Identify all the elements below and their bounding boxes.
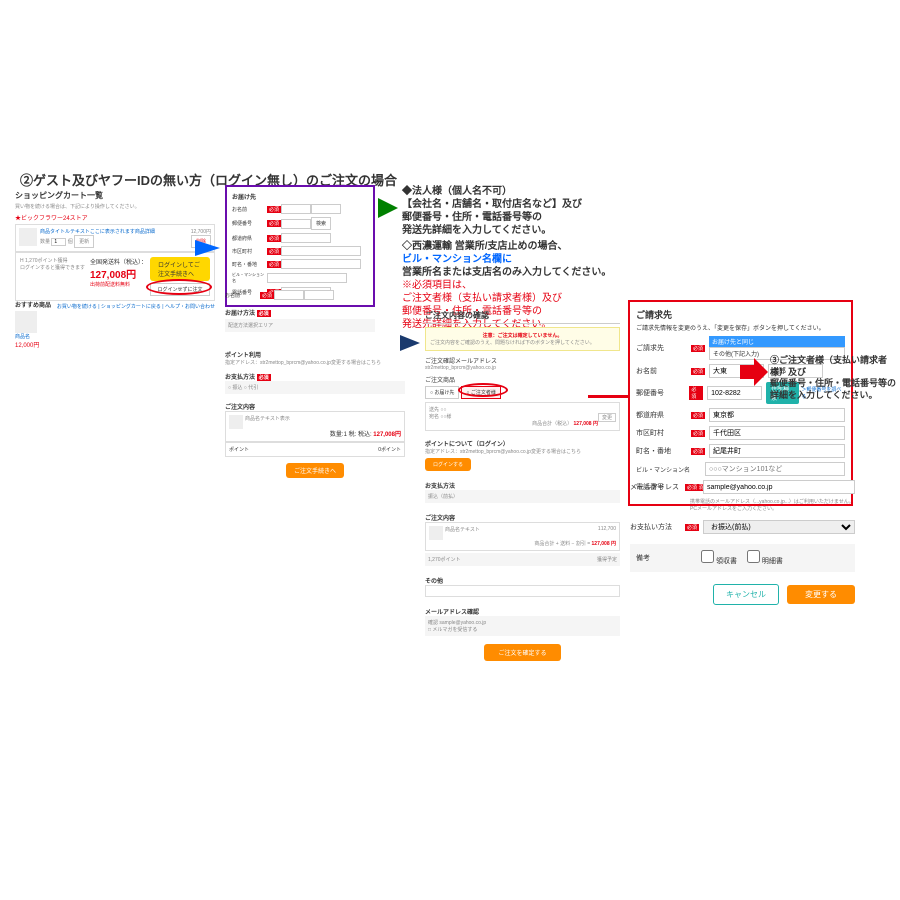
arrow-navy <box>400 335 420 351</box>
rec-thumb <box>15 311 37 333</box>
billing-extra: メールアドレス必須 携帯電話のメールアドレス（...yahoo.co.jp...… <box>630 480 855 605</box>
cart-price: 127,008円 <box>90 266 150 281</box>
lbl-billsel: ご請求先 <box>636 343 691 353</box>
order-details-mid: ポイント利用 指定アドレス：str2mettop_bprcm@yahoo.co.… <box>225 350 405 478</box>
inp-firstname[interactable] <box>311 204 341 214</box>
recommend-heading: おすすめ商品 <box>15 300 75 309</box>
confirm-heading: ご注文内容の確認 <box>425 310 620 324</box>
submit-btn[interactable]: 変更する <box>787 585 855 604</box>
lbl-payment: お支払い方法 <box>630 522 685 532</box>
inp-bpref[interactable] <box>709 408 845 422</box>
form-continuation: お名前必須 お届け方法 必須 配送方法選択エリア <box>225 290 375 332</box>
deliver-label: ご注文商品 <box>425 375 620 384</box>
lbl-bcity: 市区町村 <box>636 428 691 438</box>
lbl-bpref: 都道府県 <box>636 410 691 420</box>
arrow-cart-to-form <box>195 240 220 256</box>
inp-bpostal[interactable] <box>707 386 762 400</box>
arrow-red-big <box>740 358 768 386</box>
price-label: 全国発送料（税込）： <box>90 257 150 266</box>
opt-same[interactable]: お届け先と同じ <box>709 336 845 347</box>
postal-search[interactable]: 検索 <box>311 217 331 230</box>
order-thumb <box>229 415 243 429</box>
cart-heading: ショッピングカート一覧 <box>15 190 215 201</box>
confirm-order-btn[interactable]: ご注文を確定する <box>484 644 560 661</box>
confirm-btn-1[interactable]: ご注文手続きへ <box>286 463 344 478</box>
lbl-bname: お名前 <box>636 366 691 376</box>
rec-price: 12,000円 <box>15 340 75 349</box>
recommend-panel: おすすめ商品 商品名 12,000円 <box>15 300 75 349</box>
lbl-city: 市区町村 <box>232 248 267 255</box>
inp-postal[interactable] <box>281 219 311 229</box>
chk-detail[interactable]: 明細書 <box>747 550 783 566</box>
inp-addr[interactable] <box>281 259 361 269</box>
lbl-postal: 郵便番号 <box>232 220 267 227</box>
item-name[interactable]: 商品タイトルテキストここに表示されます商品詳細 <box>40 228 191 235</box>
store-badge: ★ビックフラワー24ストア <box>15 213 215 222</box>
login-btn-2[interactable]: ログインする <box>425 458 471 471</box>
annotation-1: ◆法人様（個人名不可） 【会社名・店舗名・取付店名など】及び 郵便番号・住所・電… <box>402 185 602 237</box>
form-title: お届け先 <box>232 192 368 201</box>
item-thumb <box>19 228 37 246</box>
update-btn[interactable]: 更新 <box>74 235 94 248</box>
arrow-green <box>378 198 398 218</box>
cart-panel: ショッピングカート一覧 買い物を続ける場合は、下記により操作してください。 ★ビ… <box>15 190 215 310</box>
delivery-form: お届け先 お名前必須 郵便番号必須 検索 都道府県必須 市区町村必須 町名・番地… <box>225 185 375 307</box>
inp-city[interactable] <box>281 246 361 256</box>
lbl-bldg: ビル・マンション名 <box>232 272 267 284</box>
qty-input[interactable] <box>51 238 66 246</box>
lbl-baddr: 町名・番地 <box>636 446 691 456</box>
lbl-pref: 都道府県 <box>232 235 267 242</box>
warning-box: 注意：ご注文は確定していません。 ご注文内容をご確認のうえ、問題なければ下のボタ… <box>425 327 620 351</box>
login-order-btn[interactable]: ログインしてご注文手続きへ <box>150 257 210 281</box>
lbl-addr: 町名・番地 <box>232 261 267 268</box>
inp-bldg[interactable] <box>267 273 347 283</box>
req-badge: 必須 <box>267 206 281 213</box>
lbl-bbldg: ビル・マンション名 <box>636 465 691 474</box>
billing-panel: ご請求先 ご請求先情報を変更のうえ、「変更を保存」ボタンを押してください。 ご請… <box>628 300 853 506</box>
order-confirm-panel: ご注文内容の確認 注意：ご注文は確定していません。 ご注文内容をご確認のうえ、問… <box>425 310 620 661</box>
inp-bcity[interactable] <box>709 426 845 440</box>
billing-heading: ご請求先 <box>636 308 845 321</box>
email-label: ご注文確認メールアドレス <box>425 356 620 365</box>
sel-payment[interactable]: お振込(前払) <box>703 520 855 534</box>
inp-pref[interactable] <box>281 233 331 243</box>
lbl-name: お名前 <box>232 206 267 213</box>
points-line: H 1,270ポイント獲得 <box>20 257 90 264</box>
inp-lastname[interactable] <box>281 204 311 214</box>
inp-bemail[interactable] <box>703 480 855 494</box>
lbl-remarks: 備考 <box>636 553 691 563</box>
arrow-red-line <box>588 395 628 398</box>
lbl-bemail: メールアドレス <box>630 482 685 492</box>
lbl-bpostal: 郵便番号 <box>636 388 689 398</box>
cancel-btn[interactable]: キャンセル <box>713 584 779 605</box>
inp-baddr[interactable] <box>709 444 845 458</box>
change-btn[interactable]: 変更 <box>598 413 616 422</box>
chk-receipt[interactable]: 領収書 <box>701 550 737 566</box>
billing-note: ご請求先情報を変更のうえ、「変更を保存」ボタンを押してください。 <box>636 323 845 332</box>
inp-bbldg[interactable] <box>705 462 845 476</box>
annotation-3: ③ご注文者様（支払い請求者様）及び 郵便番号・住所・電話番号等の 詳細を入力して… <box>770 355 900 402</box>
